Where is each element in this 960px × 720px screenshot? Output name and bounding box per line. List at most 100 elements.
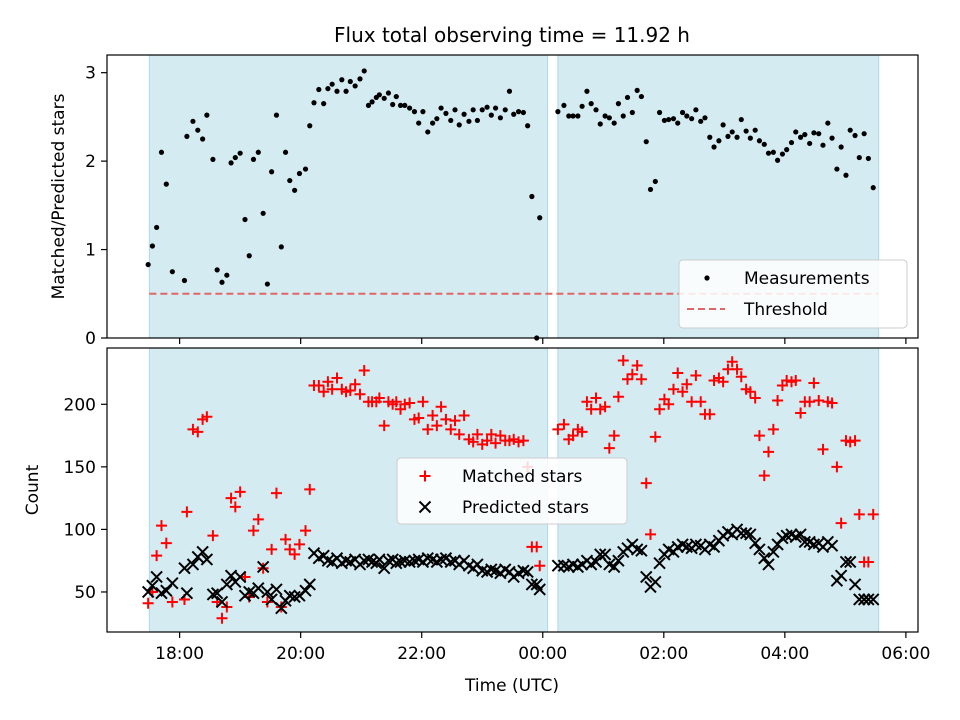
data-point [738, 116, 744, 123]
data-point [848, 578, 862, 591]
data-point [316, 86, 322, 93]
data-point [154, 224, 160, 231]
data-point [529, 193, 535, 200]
x-tick-label: 00:00 [518, 644, 567, 664]
data-point [458, 410, 470, 422]
data-point [747, 135, 753, 141]
data-point [729, 129, 735, 135]
data-point [492, 105, 499, 111]
data-point [318, 386, 330, 398]
data-point [702, 115, 708, 121]
data-point [834, 569, 848, 582]
data-point [603, 442, 615, 454]
data-point [670, 116, 677, 122]
data-point [853, 593, 866, 606]
series-measurements [145, 68, 876, 341]
data-point [758, 470, 770, 482]
data-point [644, 528, 656, 540]
data-point [679, 109, 686, 116]
data-point [166, 596, 178, 608]
y-tick-label: 50 [74, 583, 96, 603]
data-point [494, 430, 506, 442]
data-point [224, 272, 230, 278]
data-point [347, 78, 353, 85]
data-point [242, 216, 248, 223]
data-point [707, 134, 713, 140]
data-point [343, 88, 349, 94]
data-point [784, 147, 790, 153]
data-point [772, 395, 784, 407]
data-point [629, 109, 635, 116]
data-point [649, 575, 662, 589]
data-point [204, 112, 210, 118]
data-point [275, 602, 288, 615]
data-point [630, 543, 644, 556]
data-point [252, 513, 264, 525]
data-point [321, 101, 327, 107]
data-point [602, 113, 608, 119]
x-tick-label: 20:00 [276, 644, 325, 664]
data-point [826, 397, 838, 409]
data-point [178, 561, 191, 575]
data-point [820, 142, 826, 148]
data-point [210, 156, 216, 162]
data-point [681, 378, 693, 390]
data-point [520, 109, 526, 116]
data-point [163, 181, 169, 187]
x-tick-label: 02:00 [639, 644, 688, 664]
data-point [246, 253, 252, 259]
data-point [394, 555, 407, 569]
data-point [322, 376, 334, 388]
data-point [517, 435, 529, 447]
data-point [624, 94, 631, 101]
data-point [626, 368, 638, 380]
data-point [862, 593, 875, 606]
data-point [620, 113, 626, 119]
data-point [638, 93, 645, 100]
y-tick-label: 0 [85, 329, 96, 349]
data-point [381, 95, 387, 101]
legend-marker [704, 275, 710, 281]
data-point [289, 548, 301, 560]
data-point [385, 90, 392, 96]
data-point [867, 508, 879, 520]
top-x-axis-ticks [179, 338, 907, 344]
counts-series [141, 355, 880, 624]
data-point [402, 102, 408, 109]
data-point [313, 380, 325, 392]
data-point [181, 506, 193, 518]
data-point [767, 545, 780, 559]
data-point [158, 149, 165, 155]
legend-marker [418, 500, 432, 514]
data-point [453, 428, 465, 440]
data-point [652, 178, 658, 185]
data-point [653, 556, 666, 570]
data-point [427, 410, 439, 422]
data-point [358, 365, 370, 377]
data-point [180, 587, 194, 600]
data-point [470, 107, 476, 113]
data-point [233, 570, 247, 584]
data-point [481, 435, 493, 447]
data-point [334, 88, 340, 94]
data-point [761, 141, 767, 147]
data-point [192, 426, 204, 438]
data-point [169, 269, 175, 275]
data-point [617, 355, 629, 367]
data-point [744, 386, 756, 398]
data-point [811, 130, 817, 136]
data-point [506, 88, 513, 94]
data-point [232, 154, 238, 161]
measurements-series [145, 68, 876, 341]
data-point [331, 372, 343, 384]
data-point [149, 243, 155, 249]
data-point [417, 396, 429, 408]
data-point [825, 120, 831, 126]
data-point [835, 517, 847, 529]
y-tick-label: 200 [64, 395, 96, 415]
data-point [250, 156, 257, 162]
data-point [145, 261, 151, 268]
chart-title: Flux total observing time = 11.92 h [334, 23, 690, 47]
y-tick-label: 2 [85, 152, 96, 172]
data-point [635, 373, 647, 385]
